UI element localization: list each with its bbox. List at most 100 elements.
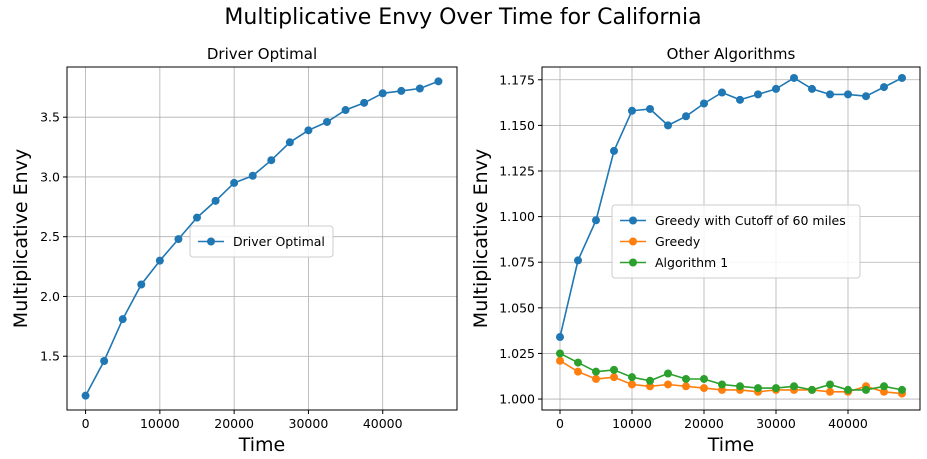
- x-tick-label: 0: [556, 416, 564, 431]
- legend-box: [611, 204, 861, 279]
- x-tick-label: 0: [82, 416, 90, 431]
- data-point: [898, 385, 906, 394]
- data-point: [682, 382, 690, 391]
- data-point: [397, 86, 406, 95]
- x-tick-label: 20000: [214, 416, 254, 431]
- y-tick-label: 1.025: [499, 346, 535, 361]
- legend-label: Greedy with Cutoff of 60 miles: [655, 213, 846, 228]
- data-point: [592, 216, 600, 225]
- data-point: [664, 121, 672, 130]
- data-point: [628, 373, 636, 382]
- data-point: [880, 382, 888, 391]
- data-point: [81, 391, 90, 400]
- data-point: [646, 382, 654, 391]
- plot-frame: [541, 66, 921, 411]
- data-point: [736, 95, 744, 104]
- data-point: [898, 73, 906, 82]
- plot-title: Other Algorithms: [667, 45, 796, 63]
- legend-box: [189, 225, 334, 258]
- data-point: [285, 138, 294, 147]
- data-point: [808, 84, 816, 93]
- data-point: [267, 156, 276, 165]
- x-tick-label: 20000: [684, 416, 724, 431]
- x-tick-label: 40000: [828, 416, 868, 431]
- data-point: [808, 385, 816, 394]
- data-point: [230, 178, 239, 187]
- data-point: [844, 90, 852, 99]
- data-point: [628, 380, 636, 389]
- data-point: [610, 365, 618, 374]
- y-axis-label: Multiplicative Envy: [470, 149, 492, 328]
- x-tick-label: 10000: [140, 416, 180, 431]
- data-point: [700, 384, 708, 393]
- legend: Driver Optimal: [189, 225, 334, 258]
- legend-label: Greedy: [655, 234, 701, 249]
- legend: Greedy with Cutoff of 60 miles Greedy Algo…: [611, 204, 861, 279]
- data-point: [826, 90, 834, 99]
- data-point: [574, 256, 582, 265]
- y-tick-label: 1.050: [499, 300, 535, 315]
- data-point: [664, 369, 672, 378]
- y-tick-label: 2.0: [40, 289, 60, 304]
- legend-label: Driver Optimal: [233, 234, 325, 249]
- x-axis-label: Time: [707, 434, 755, 456]
- data-point: [574, 358, 582, 367]
- y-tick-label: 3.0: [40, 169, 60, 184]
- data-point: [556, 349, 564, 358]
- data-point: [880, 83, 888, 92]
- y-tick-label: 1.125: [499, 163, 535, 178]
- data-point: [248, 171, 257, 180]
- y-tick-label: 2.5: [40, 229, 60, 244]
- data-point: [862, 92, 870, 101]
- data-point: [664, 380, 672, 389]
- y-axis-label: Multiplicative Envy: [10, 149, 32, 328]
- data-point: [556, 356, 564, 365]
- data-point: [211, 196, 220, 205]
- data-point: [341, 106, 350, 115]
- data-point: [592, 367, 600, 376]
- data-point: [718, 380, 726, 389]
- data-point: [610, 373, 618, 382]
- y-tick-label: 3.5: [40, 110, 60, 125]
- data-point: [174, 235, 183, 244]
- left-plot: 0 10000 20000 30000 40000 1.5 2.0 2.5 3.0 3.5 Driv…: [10, 45, 458, 456]
- data-point: [772, 384, 780, 393]
- data-point: [826, 387, 834, 396]
- y-tick-label: 1.5: [40, 349, 60, 364]
- data-point: [155, 256, 164, 265]
- data-point: [415, 84, 424, 93]
- data-point: [556, 333, 564, 342]
- data-point: [360, 98, 369, 107]
- data-point: [880, 387, 888, 396]
- data-point: [592, 374, 600, 383]
- right-plot: 0 10000 20000 30000 40000 1.000 1.025 1.050 1.07…: [470, 45, 921, 456]
- plot-frame: [66, 66, 458, 411]
- plot-title: Driver Optimal: [207, 45, 317, 63]
- data-point: [754, 384, 762, 393]
- data-point: [790, 73, 798, 82]
- data-point: [646, 104, 654, 113]
- data-point: [304, 126, 313, 135]
- data-point: [100, 357, 109, 365]
- data-point: [772, 84, 780, 93]
- figure-title: Multiplicative Envy Over Time for Califo…: [224, 5, 701, 30]
- data-point: [574, 367, 582, 376]
- data-point: [718, 385, 726, 394]
- data-point: [137, 280, 146, 289]
- data-point: [700, 99, 708, 108]
- y-tick-label: 1.175: [499, 72, 535, 87]
- y-tick-label: 1.150: [499, 118, 535, 133]
- x-axis-label: Time: [238, 434, 286, 456]
- data-point: [323, 117, 331, 126]
- y-tick-label: 1.100: [499, 209, 535, 224]
- legend-marker: [207, 237, 215, 246]
- data-point: [790, 382, 798, 391]
- data-point: [844, 385, 852, 394]
- legend-marker: [629, 216, 637, 225]
- legend-label: Algorithm 1: [655, 255, 728, 270]
- data-point: [193, 213, 201, 222]
- data-point: [718, 88, 726, 97]
- data-point: [826, 380, 834, 389]
- data-point: [862, 385, 870, 394]
